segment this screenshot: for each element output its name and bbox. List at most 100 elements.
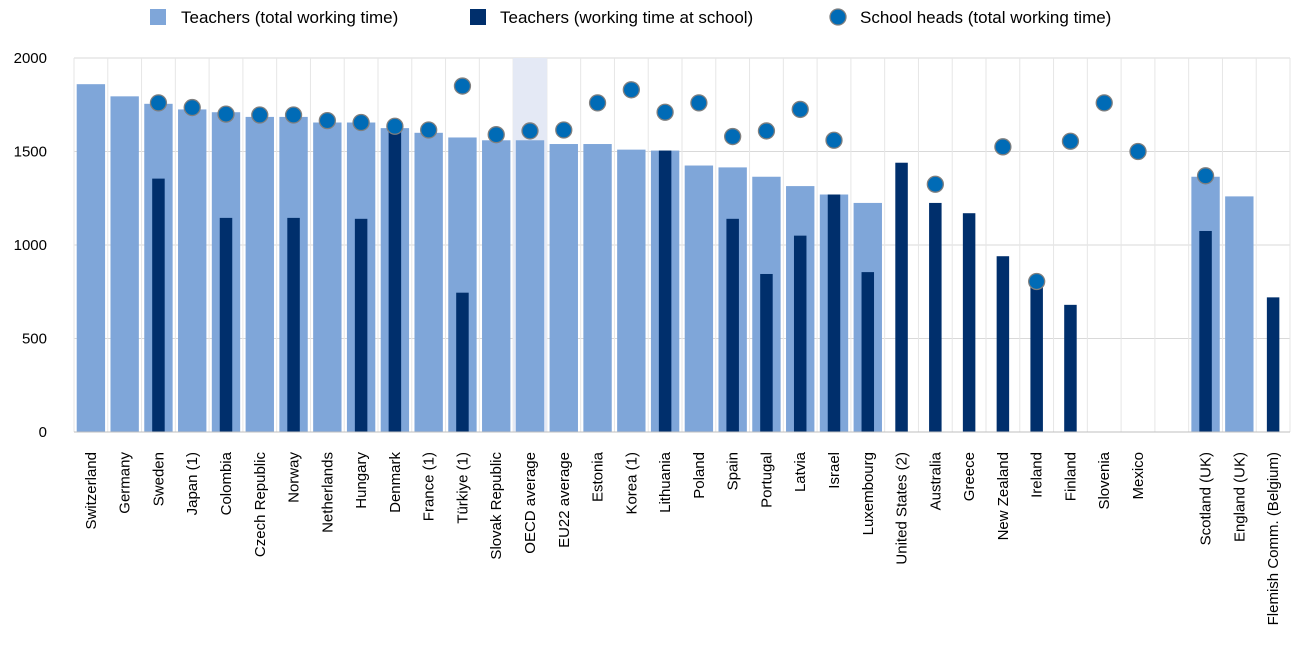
marker-head-slovak-republic <box>487 126 505 144</box>
marker-head-israel <box>825 131 843 149</box>
bar-school-denmark <box>388 128 402 432</box>
legend-swatch-teachers-working-time-at-school <box>470 9 486 25</box>
x-tick-label-oecd-average: OECD average <box>522 452 539 554</box>
bar-total-oecd-average <box>515 140 545 432</box>
x-axis: Switzerland Germany Sweden Japan (1) Colombi… <box>74 431 1290 625</box>
x-tick-label-portugal: Portugal <box>758 452 775 508</box>
legend-label-teachers-total-working-time: Teachers (total working time) <box>181 8 398 27</box>
bar-total-switzerland <box>76 84 106 433</box>
x-tick-label-slovak-republic: Slovak Republic <box>488 452 505 560</box>
bar-total-japan-1 <box>178 109 207 433</box>
x-tick-label-colombia: Colombia <box>218 451 235 515</box>
legend-label-teachers-working-time-at-school: Teachers (working time at school) <box>500 8 753 27</box>
x-tick-label-eu22-average: EU22 average <box>556 452 573 548</box>
teachers-total-bars <box>76 84 1254 433</box>
x-tick-label-czech-republic: Czech Republic <box>252 452 269 558</box>
x-tick-label-new-zealand: New Zealand <box>995 452 1012 540</box>
x-tick-label-japan-1: Japan (1) <box>184 452 201 515</box>
x-tick-label-denmark: Denmark <box>387 452 404 513</box>
marker-head-norway <box>284 106 303 124</box>
bar-total-eu22-average <box>549 144 578 432</box>
bar-school-spain <box>726 218 739 432</box>
x-tick-label-luxembourg: Luxembourg <box>860 452 877 535</box>
marker-head-korea-1 <box>622 81 640 99</box>
x-tick-label-estonia: Estonia <box>590 451 607 502</box>
bar-school-flemish-comm-belgium <box>1266 297 1280 432</box>
bar-total-netherlands <box>313 122 342 432</box>
bar-school-finland <box>1064 304 1077 432</box>
bar-school-new-zealand <box>996 256 1010 432</box>
marker-head-new-zealand <box>994 138 1012 156</box>
x-tick-label-switzerland: Switzerland <box>83 452 100 530</box>
x-tick-label-ireland: Ireland <box>1029 452 1046 498</box>
marker-head-turkiye-1 <box>453 77 472 95</box>
bar-total-czech-republic <box>245 116 274 432</box>
school-heads-markers <box>149 77 1215 291</box>
y-tick-label: 2000 <box>14 50 47 67</box>
marker-head-poland <box>690 94 708 112</box>
bar-total-england-uk <box>1225 196 1254 432</box>
marker-head-latvia <box>791 100 809 119</box>
y-tick-label: 1500 <box>14 144 47 161</box>
marker-head-eu22-average <box>555 121 573 139</box>
marker-head-estonia <box>588 94 607 112</box>
x-tick-label-spain: Spain <box>725 452 742 490</box>
bar-total-slovak-republic <box>482 140 511 432</box>
bar-school-united-states-2 <box>895 162 908 432</box>
marker-head-ireland <box>1028 272 1046 291</box>
marker-head-mexico <box>1129 142 1147 161</box>
x-tick-label-slovenia: Slovenia <box>1096 451 1113 509</box>
bar-total-estonia <box>583 144 612 432</box>
bar-school-latvia <box>793 235 807 432</box>
bar-total-france-1 <box>414 132 443 433</box>
x-tick-label-united-states-2: United States (2) <box>894 452 911 565</box>
y-tick-label: 0 <box>39 424 47 441</box>
x-tick-label-germany: Germany <box>117 452 134 514</box>
teachers-school-bars <box>152 128 1280 432</box>
bar-school-scotland-uk <box>1199 230 1212 432</box>
bar-school-luxembourg <box>861 272 875 432</box>
bar-total-korea-1 <box>617 149 646 432</box>
legend-swatch-teachers-total-working-time <box>150 9 166 25</box>
marker-head-denmark <box>386 117 404 135</box>
x-tick-label-england-uk: England (UK) <box>1231 452 1248 542</box>
legend-label-school-heads-total-working-time: School heads (total working time) <box>860 8 1111 27</box>
x-tick-label-france-1: France (1) <box>421 452 438 521</box>
x-tick-label-latvia: Latvia <box>792 451 809 492</box>
bar-school-hungary <box>354 218 368 432</box>
bar-school-norway <box>287 217 300 432</box>
x-tick-label-turkiye-1: Türkiye (1) <box>454 452 471 524</box>
x-tick-label-netherlands: Netherlands <box>319 452 336 533</box>
x-tick-label-finland: Finland <box>1062 452 1079 501</box>
y-tick-label: 1000 <box>14 237 47 254</box>
x-tick-label-flemish-comm-belgium: Flemish Comm. (Belgium) <box>1265 452 1282 625</box>
marker-head-finland <box>1061 132 1080 150</box>
x-tick-label-scotland-uk: Scotland (UK) <box>1198 452 1215 545</box>
marker-head-czech-republic <box>251 106 269 124</box>
marker-head-portugal <box>757 122 776 140</box>
bar-school-ireland <box>1030 284 1043 432</box>
bar-total-germany <box>110 96 139 433</box>
bar-school-israel <box>827 194 841 432</box>
marker-head-colombia <box>217 105 235 123</box>
x-tick-label-israel: Israel <box>826 452 843 489</box>
marker-head-oecd-average <box>521 122 539 140</box>
marker-head-netherlands <box>318 111 336 130</box>
bar-school-greece <box>962 213 976 432</box>
x-tick-label-australia: Australia <box>927 451 944 510</box>
bar-school-turkiye-1 <box>456 292 469 432</box>
marker-head-france-1 <box>420 121 438 139</box>
bar-school-lithuania <box>658 150 672 432</box>
marker-head-spain <box>724 127 742 146</box>
x-tick-label-norway: Norway <box>286 452 303 503</box>
marker-head-lithuania <box>656 103 674 121</box>
legend-swatch-school-heads-total-working-time <box>829 8 847 26</box>
x-tick-label-hungary: Hungary <box>353 452 370 509</box>
bar-total-poland <box>684 165 714 432</box>
bar-school-sweden <box>152 178 165 432</box>
marker-head-scotland-uk <box>1196 167 1215 185</box>
y-tick-label: 500 <box>22 331 47 348</box>
marker-head-sweden <box>149 94 168 112</box>
x-tick-label-lithuania: Lithuania <box>657 451 674 513</box>
